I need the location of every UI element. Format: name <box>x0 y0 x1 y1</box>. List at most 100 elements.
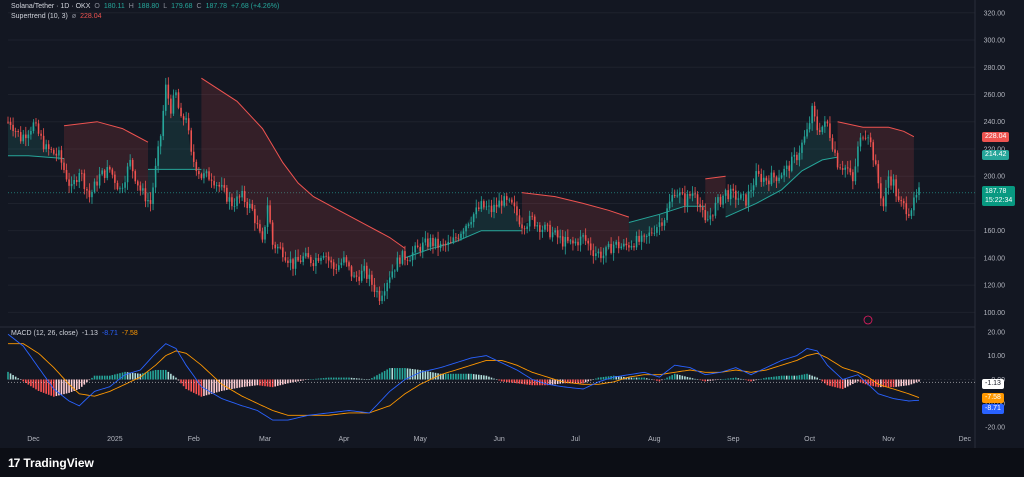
candle-body <box>7 121 9 123</box>
x-tick-label: Oct <box>804 436 815 443</box>
candle-body <box>704 210 707 221</box>
supertrend-line-down <box>521 192 630 218</box>
macd-histogram-bar <box>663 378 666 380</box>
candle-body <box>635 235 638 248</box>
candle-body <box>533 216 536 227</box>
candle-body <box>694 193 696 195</box>
candle-body <box>32 122 35 132</box>
candle-body <box>338 265 340 270</box>
macd-histogram-bar <box>455 373 457 380</box>
tradingview-logo[interactable]: 17 TradingView <box>8 456 94 470</box>
macd-histogram-bar <box>493 378 495 380</box>
candle-body <box>701 207 704 211</box>
candle-body <box>821 126 824 133</box>
macd-histogram-bar <box>388 368 391 380</box>
candle-body <box>310 257 312 264</box>
macd-histogram-bar <box>327 377 330 380</box>
candle-body <box>811 105 813 124</box>
macd-histogram-bar <box>164 369 167 380</box>
candle-body <box>681 192 684 194</box>
macd-histogram-bar <box>198 379 200 396</box>
candle-body <box>498 200 500 207</box>
macd-histogram-bar <box>142 373 144 380</box>
macd-histogram-bar <box>854 379 857 383</box>
candle-body <box>470 222 472 225</box>
macd-histogram-bar <box>75 379 78 390</box>
eye-icon[interactable]: ø <box>71 13 77 20</box>
candle-body <box>134 171 137 182</box>
candle-body <box>58 150 60 156</box>
macd-histogram-bar <box>159 369 162 380</box>
event-icon <box>863 315 873 325</box>
macd-histogram-bar <box>27 379 30 385</box>
legend-low: 179.68 <box>171 3 193 10</box>
candle-body <box>528 215 531 227</box>
macd-histogram-bar <box>778 376 780 380</box>
macd-histogram-bar <box>144 372 147 380</box>
st-lower-badge: 214.42 <box>982 150 1010 160</box>
candle-body <box>391 271 394 278</box>
candle-body <box>317 257 320 261</box>
price-axis[interactable]: 100.00120.00140.00160.00180.00200.00220.… <box>984 10 1006 317</box>
macd-histogram-bar <box>182 379 185 387</box>
macd-histogram-bar <box>735 377 737 380</box>
macd-histogram-bar <box>353 378 355 380</box>
macd-histogram-bar <box>177 379 180 381</box>
macd-histogram-bar <box>684 376 686 380</box>
macd-histogram-bar <box>633 377 635 380</box>
macd-histogram-bar <box>114 374 116 380</box>
macd-histogram-bar <box>289 379 292 383</box>
macd-histogram-bar <box>592 379 595 380</box>
macd-histogram-bar <box>343 377 345 380</box>
macd-histogram-bar <box>376 375 378 380</box>
macd-badge: -8.71 <box>982 404 1004 414</box>
macd-histogram-bar <box>109 375 111 380</box>
candle-body <box>55 153 58 156</box>
candle-body <box>511 199 513 203</box>
candle-body <box>762 177 765 182</box>
candle-body <box>109 167 111 170</box>
macd-histogram-bar <box>462 373 465 380</box>
candle-body <box>203 173 205 179</box>
macd-histogram-bar <box>9 373 12 380</box>
y-tick-label: 280.00 <box>984 65 1006 72</box>
candle-body <box>696 194 699 205</box>
macd-histogram-bar <box>396 368 399 380</box>
chart-svg[interactable]: 100.00120.00140.00160.00180.00200.00220.… <box>0 0 1024 448</box>
candle-body <box>584 235 587 241</box>
y-tick-label: 260.00 <box>984 92 1006 99</box>
candle-body <box>668 201 671 209</box>
macd-histogram-bar <box>17 378 19 380</box>
candle-body <box>592 250 595 257</box>
candle-body <box>266 205 269 228</box>
candle-body <box>162 110 165 137</box>
candle-body <box>449 241 452 243</box>
macd-histogram-bar <box>762 378 765 380</box>
legend-macd[interactable]: MACD (12, 26, close) -1.13 -8.71 -7.58 <box>11 330 138 337</box>
candle-body <box>101 170 103 175</box>
candle-body <box>98 174 101 186</box>
x-tick-label: Dec <box>27 436 40 443</box>
macd-histogram-bar <box>315 378 317 380</box>
candle-body <box>142 188 144 191</box>
macd-histogram-bar <box>254 379 256 386</box>
candle-body <box>124 182 126 188</box>
candle-body <box>299 260 302 262</box>
legend-macd-name: MACD (12, 26, close) <box>11 330 78 337</box>
macd-histogram-bar <box>859 379 862 383</box>
macd-histogram-bar <box>544 379 546 386</box>
candle-body <box>86 189 88 191</box>
macd-histogram-bar <box>287 379 289 384</box>
candle-body <box>485 206 488 208</box>
legend-supertrend[interactable]: Supertrend (10, 3) ø 228.04 <box>11 13 102 20</box>
candle-body <box>200 174 203 179</box>
time-axis[interactable]: Dec 2025 Feb Mar Apr May Jun Jul Aug Sep Oct Nov Dec <box>27 315 972 443</box>
macd-histogram-bar <box>681 375 684 380</box>
macd-histogram-bar <box>442 373 444 380</box>
y-tick-label: 140.00 <box>984 255 1006 262</box>
supertrend-fill-up <box>148 87 202 204</box>
macd-histogram-bar <box>465 373 467 380</box>
candle-body <box>508 199 511 201</box>
candle-body <box>437 238 439 248</box>
